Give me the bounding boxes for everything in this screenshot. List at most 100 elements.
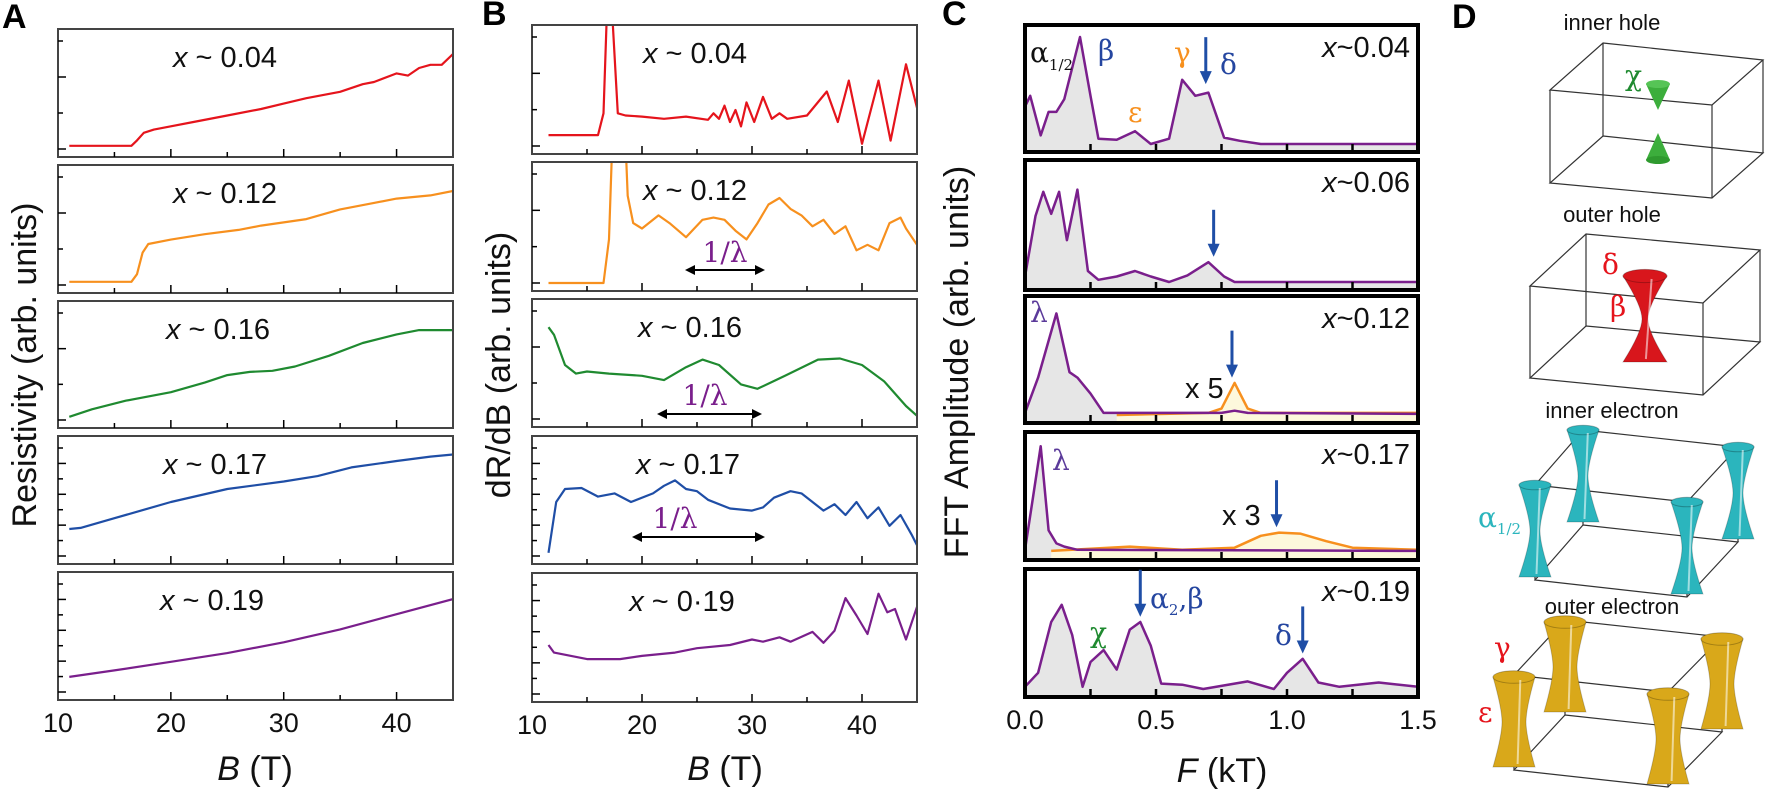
hourglass-cyan bbox=[1518, 479, 1552, 578]
x-axis-label-b: B (T) bbox=[687, 750, 763, 788]
data-line bbox=[69, 598, 453, 678]
fermi-box-outer-electron bbox=[1512, 619, 1724, 788]
series-label: x ~ 0.16 bbox=[636, 312, 742, 344]
x-tick-label: 30 bbox=[737, 710, 767, 740]
plot-panel-c-1 bbox=[1025, 35, 1418, 152]
y-axis-label-a: Resistivity (arb. units) bbox=[6, 203, 44, 528]
series-label-value: ~ 0.17 bbox=[178, 449, 268, 481]
series-label-value: ~0.04 bbox=[1337, 32, 1410, 64]
series-label-var: x bbox=[1320, 439, 1338, 471]
series-label-var: x bbox=[627, 586, 645, 618]
data-line bbox=[69, 53, 453, 147]
plot-panel-b-1 bbox=[548, 25, 917, 145]
peak-arrow-head bbox=[1270, 514, 1283, 528]
series-label: x~0.06 bbox=[1320, 167, 1410, 199]
peak-label-delta: δ bbox=[1220, 48, 1237, 81]
series-label-var: x bbox=[171, 42, 189, 74]
plot-panel-c-5 bbox=[1025, 603, 1418, 697]
series-label-var: x bbox=[641, 38, 659, 70]
hourglass-cyan bbox=[1721, 441, 1755, 540]
panel-frame bbox=[57, 435, 454, 565]
fft-area-fill bbox=[1025, 313, 1418, 423]
data-line bbox=[548, 162, 917, 285]
fs-title-inner-electron: inner electron bbox=[1545, 398, 1678, 423]
series-label: x ~ 0·19 bbox=[627, 586, 735, 618]
plot-panel-b-4 bbox=[547, 479, 917, 553]
fft-area-fill bbox=[1025, 189, 1418, 290]
scaled-area-fill bbox=[1051, 532, 1418, 560]
highlight bbox=[1724, 641, 1730, 727]
plot-panel-c-4 bbox=[1025, 444, 1418, 560]
scaled-area-fill bbox=[1116, 382, 1418, 423]
hourglass-body bbox=[1518, 484, 1552, 578]
x-axis-label-a: B (T) bbox=[217, 750, 293, 788]
series-label-var: x bbox=[636, 312, 654, 344]
alpha-symbol: α bbox=[1150, 582, 1169, 615]
box-top bbox=[1512, 619, 1724, 693]
fft-line bbox=[1025, 35, 1418, 146]
hourglass-gold bbox=[1543, 615, 1587, 713]
plot-panel-b-2 bbox=[548, 162, 917, 285]
hourglass-top bbox=[1700, 632, 1744, 646]
hourglass-top bbox=[1646, 687, 1690, 701]
arrow-heads bbox=[685, 265, 765, 275]
alpha-symbol: α bbox=[1030, 36, 1049, 69]
scale-factor-label: x 3 bbox=[1222, 500, 1261, 532]
hourglass-top bbox=[1518, 479, 1552, 491]
x-axis-unit: (T) bbox=[710, 750, 763, 788]
beta-symbol: ,β bbox=[1178, 582, 1203, 615]
data-line bbox=[547, 326, 917, 417]
fft-line bbox=[1025, 188, 1418, 284]
data-line bbox=[548, 25, 917, 145]
y-axis-label-b: dR/dB (arb. units) bbox=[480, 232, 518, 498]
panel-frame bbox=[531, 435, 918, 565]
peak-label-lambda: λ bbox=[1030, 296, 1048, 329]
alpha-subscript: 1/2 bbox=[1049, 56, 1073, 74]
fs-label-gamma: γ bbox=[1494, 631, 1511, 664]
annotation-label: 1/λ bbox=[683, 379, 728, 412]
hourglass-cyan bbox=[1670, 496, 1704, 595]
panel-letter-b: B bbox=[482, 0, 507, 33]
hourglass-body bbox=[1721, 446, 1755, 540]
peak-label-alpha2-beta: α2,β bbox=[1150, 582, 1204, 619]
fermi-box-outer-hole bbox=[1528, 233, 1762, 396]
fermi-box-inner-electron bbox=[1533, 429, 1740, 598]
panel-frame bbox=[531, 298, 918, 428]
panel-letter-a: A bbox=[2, 0, 27, 36]
hourglass-top bbox=[1566, 424, 1600, 436]
series-label-var: x bbox=[1320, 303, 1338, 335]
plot-panel-c-3 bbox=[1025, 312, 1418, 423]
fs-label-beta: β bbox=[1610, 290, 1626, 323]
annotation-label: 1/λ bbox=[653, 502, 698, 535]
hourglass-gold bbox=[1700, 632, 1744, 730]
plot-panel-c-2 bbox=[1025, 188, 1418, 290]
highlight bbox=[1583, 432, 1589, 520]
x-tick-label: 40 bbox=[382, 708, 412, 738]
series-label: x~0.04 bbox=[1320, 32, 1410, 64]
fft-line bbox=[1025, 603, 1418, 691]
peak-label-chi: χ bbox=[1090, 616, 1107, 649]
alpha-subscript: 2 bbox=[1169, 601, 1179, 619]
fft-area-fill bbox=[1025, 604, 1418, 697]
x-axis-var: B bbox=[687, 750, 710, 788]
peak-label-alpha: α1/2 bbox=[1030, 36, 1073, 74]
data-line bbox=[69, 189, 453, 283]
series-label: x ~ 0.16 bbox=[164, 314, 270, 346]
panel-letter-d: D bbox=[1452, 0, 1477, 36]
peak-label-beta: β bbox=[1098, 34, 1114, 67]
lambda-period-annotation-b4: 1/λ bbox=[632, 502, 765, 542]
series-label-var: x bbox=[171, 178, 189, 210]
x-axis-unit: (kT) bbox=[1197, 752, 1267, 790]
panel-frame bbox=[531, 161, 918, 292]
series-label-value: ~ 0.04 bbox=[188, 42, 278, 74]
hourglass-top bbox=[1670, 496, 1704, 508]
cone-down-icon bbox=[1646, 84, 1670, 110]
box-top bbox=[1533, 429, 1740, 503]
fft-line bbox=[1025, 312, 1418, 416]
data-line bbox=[69, 453, 453, 531]
x-tick-label: 10 bbox=[517, 710, 547, 740]
panel-frame bbox=[57, 300, 454, 429]
series-label: x ~ 0.12 bbox=[641, 175, 747, 207]
plot-panel-b-5 bbox=[547, 592, 917, 661]
panel-frame bbox=[531, 572, 918, 703]
